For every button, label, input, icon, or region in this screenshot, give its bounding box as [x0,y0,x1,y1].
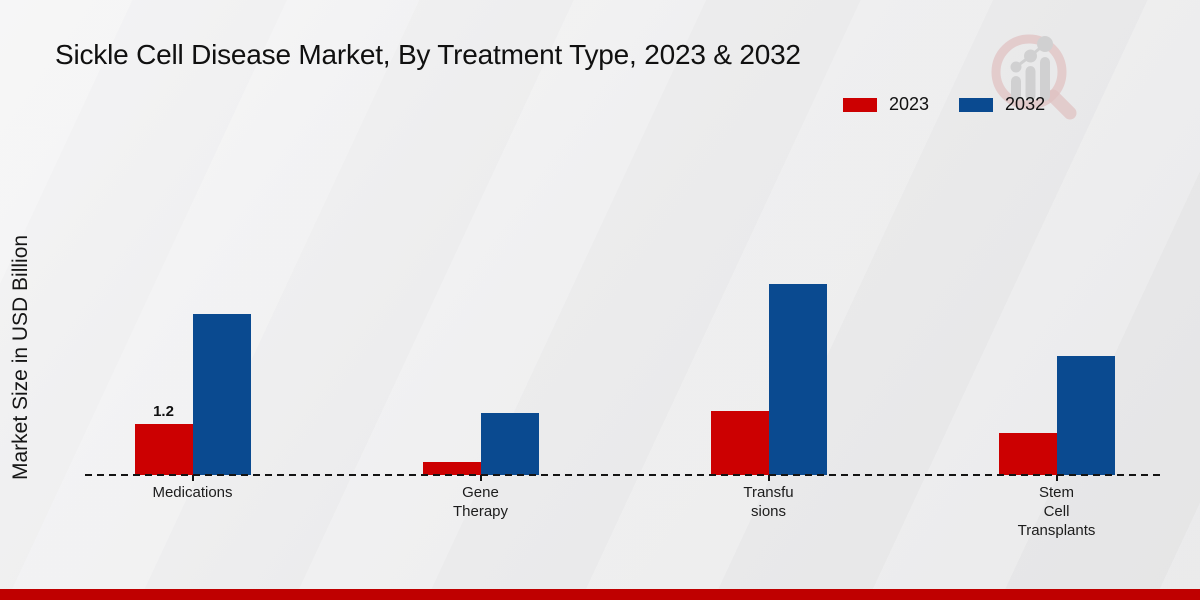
legend-label-2023: 2023 [889,94,930,114]
magnifier-growth-chart-logo-icon [991,34,1077,120]
bar-transfusions-2023 [710,411,769,475]
footer-red-band [0,589,1200,600]
bar-stem-cell-transplants-2032 [1056,356,1115,475]
x-axis-dashed-line [85,474,1165,476]
y-axis-label: Market Size in USD Billion [9,234,32,480]
category-label-gene-therapy: Gene Therapy [452,484,509,520]
legend-label-2032: 2032 [1005,94,1046,114]
bar-transfusions-2032 [768,283,827,475]
axis-tick-gene-therapy [479,475,482,481]
category-label-medications: Medications [152,484,233,501]
legend: 2023 2032 [843,94,1045,115]
axis-tick-transfusions [767,475,770,481]
bar-medications-2023 [134,424,193,475]
bar-stem-cell-transplants-2023 [998,432,1057,475]
bar-gene-therapy-2032 [480,413,539,475]
chart-title: Sickle Cell Disease Market, By Treatment… [55,39,801,70]
legend-swatch-2032 [959,97,994,112]
axis-tick-medications [191,475,194,481]
bar-gene-therapy-2023 [422,462,481,475]
legend-swatch-2023 [843,97,877,112]
data-label-medications-2023: 1.2 [153,403,174,420]
axis-tick-stem-cell-transplants [1055,475,1058,481]
legend-item-2023: 2023 [843,94,929,115]
category-label-transfusions: Transfu sions [743,484,794,520]
category-label-stem-cell-transplants: Stem Cell Transplants [1017,484,1096,539]
legend-item-2032: 2032 [959,94,1045,115]
bar-medications-2032 [192,313,251,475]
